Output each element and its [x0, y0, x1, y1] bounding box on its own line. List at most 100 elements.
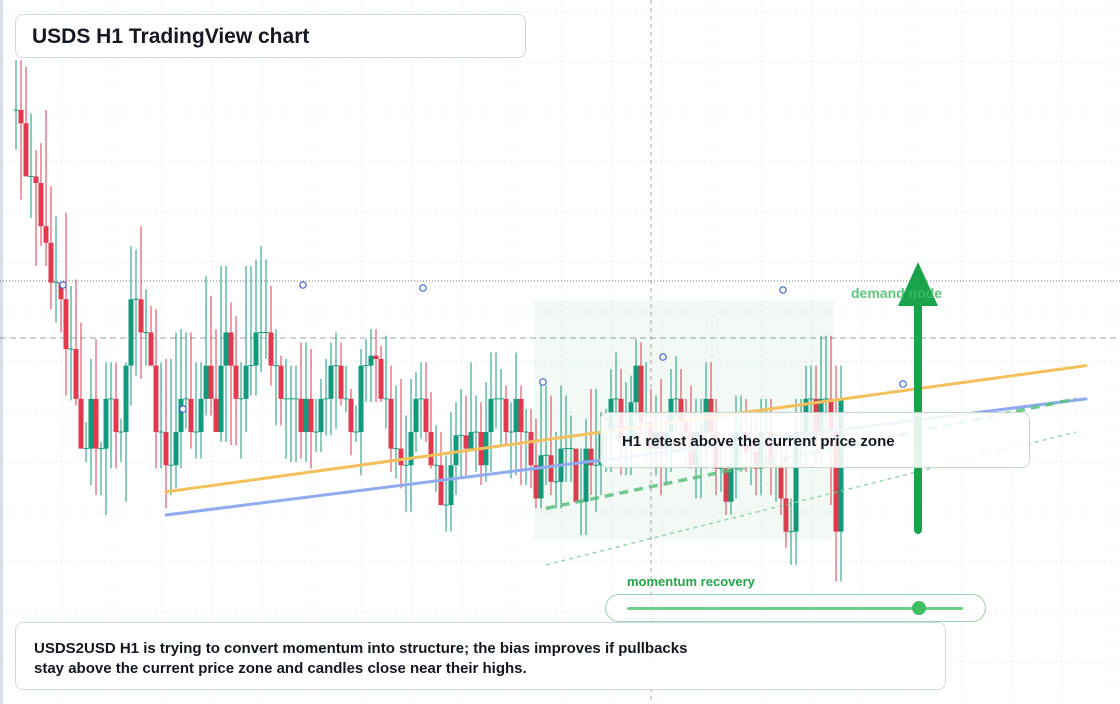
candle-body [573, 448, 579, 502]
candle-body [318, 398, 324, 433]
candle-body [438, 465, 444, 506]
anchor-marker [59, 281, 67, 289]
candle-body [528, 432, 534, 466]
candle-body [533, 465, 539, 499]
anchor-marker [899, 380, 907, 388]
candle-body [78, 398, 84, 449]
candle-body [33, 176, 39, 184]
candle-body [833, 432, 839, 532]
candle-body [73, 349, 79, 399]
summary-text: USDS2USD H1 is trying to convert momentu… [34, 640, 688, 677]
candle-body [203, 365, 209, 399]
candle-body [253, 332, 259, 366]
momentum-bar [627, 607, 963, 610]
candle-body [138, 299, 144, 333]
retest-callout-text: H1 retest above the current price zone [622, 433, 895, 450]
anchor-marker [299, 281, 307, 289]
candle-body [448, 465, 454, 506]
candle-body [23, 123, 29, 177]
candle-body [588, 448, 594, 466]
candle-body [583, 448, 589, 502]
candle-body [778, 465, 784, 499]
candle-body [268, 332, 274, 366]
candle-body [153, 365, 159, 433]
candle-body [63, 299, 69, 350]
candle-body [18, 110, 24, 124]
anchor-marker [779, 286, 787, 294]
candle-body [188, 398, 194, 433]
momentum-meter [605, 594, 986, 622]
candle-body [123, 365, 129, 433]
candle-body [298, 398, 304, 433]
candle-body [163, 432, 169, 466]
candle-body [368, 355, 374, 366]
candle-body [638, 365, 644, 423]
candle-body [178, 398, 184, 433]
candle-body [303, 398, 309, 433]
candle-body [233, 365, 239, 399]
candle-body [488, 398, 494, 433]
candle-body [518, 398, 524, 433]
candle-body [358, 365, 364, 433]
summary-panel: USDS2USD H1 is trying to convert momentu… [15, 622, 946, 690]
candle-body [378, 359, 384, 399]
chart-title: USDS H1 TradingView chart [32, 25, 310, 48]
candle-body [633, 365, 639, 403]
candle-body [373, 355, 379, 359]
trendline-green-dotted [545, 431, 1077, 566]
candle-body [148, 332, 154, 366]
candle-body [428, 432, 434, 466]
candle-body [728, 468, 734, 502]
candle-body [38, 183, 44, 227]
candle-body [278, 365, 284, 399]
chart-title-panel: USDS H1 TradingView chart [15, 14, 526, 58]
candle-body [408, 432, 414, 466]
anchor-marker [419, 284, 427, 292]
candle-body [398, 448, 404, 466]
candle-body [538, 455, 544, 499]
anchor-marker [539, 378, 547, 386]
candle-body [793, 432, 799, 532]
candle-body [678, 398, 684, 423]
candle-body [93, 398, 99, 449]
candle-body [513, 398, 519, 433]
candle-body [503, 398, 509, 433]
candle-body [173, 432, 179, 466]
candle-body [548, 455, 554, 482]
markers [59, 281, 907, 413]
candle-body [413, 398, 419, 433]
candle-body [308, 398, 314, 433]
candle-body [423, 398, 429, 433]
candle-body [213, 398, 219, 433]
demand-node-label: demand node [851, 285, 943, 301]
candle-body [218, 365, 224, 433]
anchor-marker [179, 405, 187, 413]
candle-body [103, 398, 109, 449]
candle-body [348, 398, 354, 433]
candle-body [783, 498, 789, 532]
candle-body [338, 365, 344, 399]
candle-body [43, 226, 49, 243]
candle-body [198, 398, 204, 433]
candle-body [723, 468, 729, 502]
candle-body [128, 299, 134, 366]
demand-arrow-head [898, 262, 938, 306]
candle-body [88, 398, 94, 449]
candle-body [328, 365, 334, 399]
candle-body [48, 242, 54, 283]
candle-body [58, 282, 64, 300]
candle-body [243, 365, 249, 399]
candle-body [223, 332, 229, 366]
candle-body [113, 398, 119, 433]
momentum-label: momentum recovery [627, 574, 755, 589]
candle-body [228, 332, 234, 366]
momentum-knob[interactable] [912, 601, 927, 615]
candle-body [453, 435, 459, 466]
anchor-marker [659, 353, 667, 361]
candle-body [468, 432, 474, 449]
candle-body [463, 435, 469, 449]
retest-callout: H1 retest above the current price zone [600, 412, 1030, 468]
candle-body [388, 398, 394, 449]
candle-body [208, 365, 214, 399]
